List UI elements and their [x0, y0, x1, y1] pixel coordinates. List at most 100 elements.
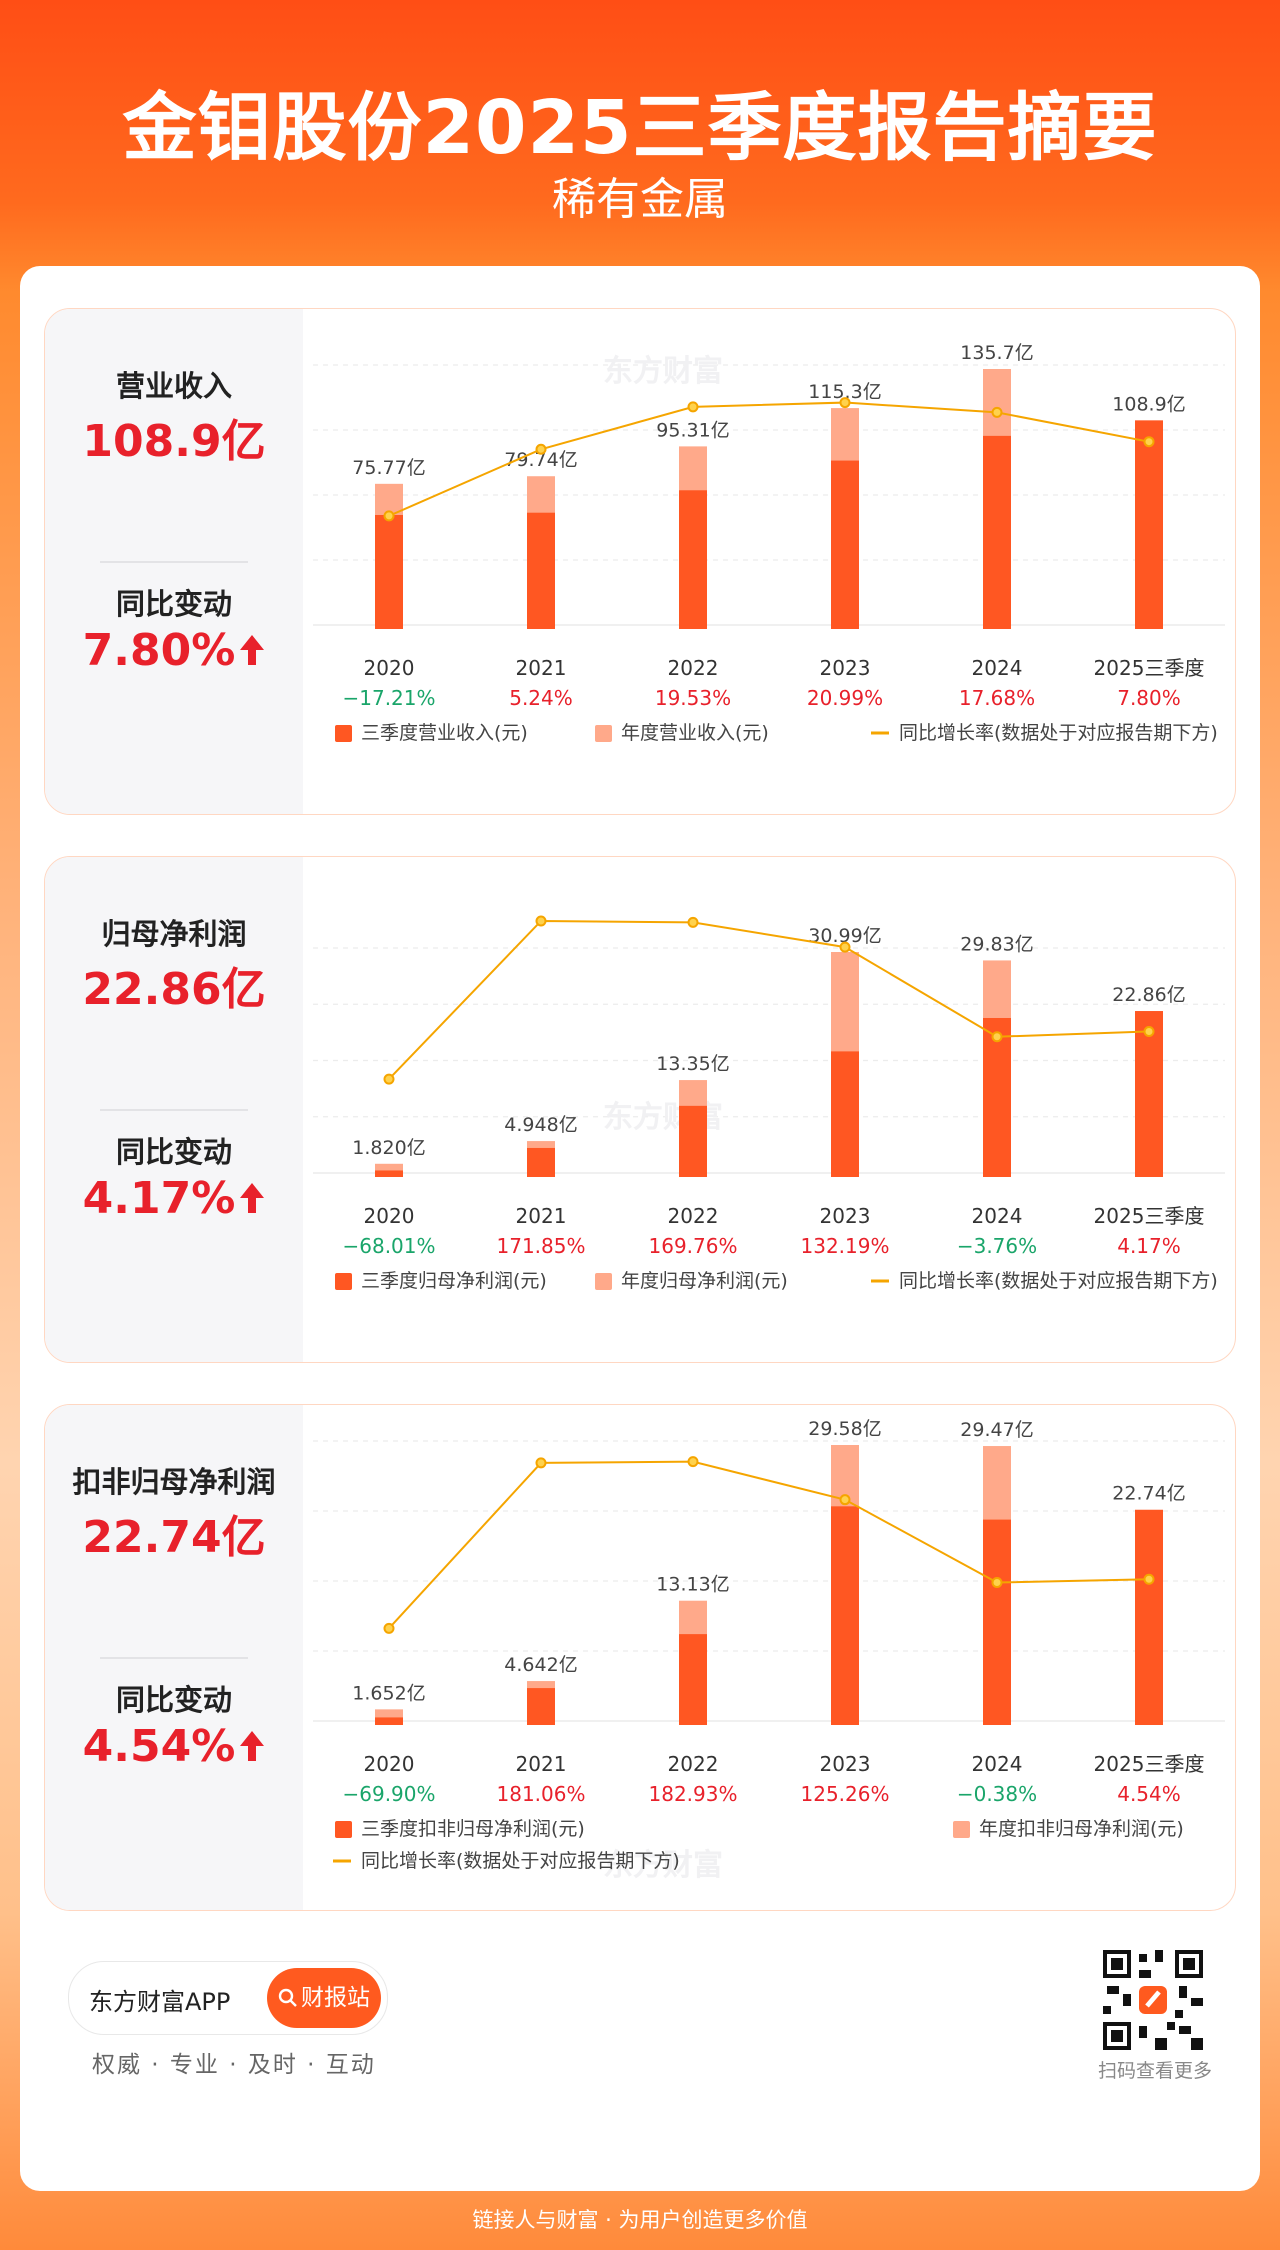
- bar-value-label: 29.58亿: [808, 1418, 881, 1440]
- growth-rate-label: 132.19%: [801, 1234, 890, 1258]
- growth-rate-label: 182.93%: [649, 1782, 738, 1806]
- bar-value-label: 115.3亿: [808, 381, 881, 403]
- revenue-panel: 营业收入 108.9亿 同比变动 7.80% 东方财富 75.77亿 2020 −17…: [44, 308, 1236, 815]
- x-tick-label: 2025三季度: [1094, 1752, 1205, 1776]
- q3-bar: [831, 1506, 859, 1725]
- growth-rate-label: 20.99%: [807, 686, 883, 710]
- summary-sidebar: 扣非归母净利润 22.74亿 同比变动 4.54%: [45, 1405, 303, 1910]
- growth-point: [991, 1577, 1003, 1589]
- q3-bar: [527, 1688, 555, 1725]
- bar-value-label: 1.652亿: [352, 1682, 425, 1704]
- net-profit-chart: 东方财富1.820亿2020−68.01%4.948亿2021171.85%13…: [313, 915, 1225, 1292]
- legend-label-q3: 三季度扣非归母净利润(元): [361, 1818, 585, 1840]
- bar-value-label: 13.35亿: [656, 1053, 729, 1075]
- x-tick-label: 2022: [668, 1204, 719, 1228]
- growth-point: [535, 1457, 547, 1469]
- x-tick-label: 2023: [820, 1752, 871, 1776]
- metric-label: 扣非归母净利润: [72, 1465, 276, 1499]
- growth-point: [991, 406, 1003, 418]
- watermark: 东方财富: [603, 354, 723, 389]
- bar-value-label: 29.83亿: [960, 933, 1033, 955]
- x-tick-label: 2025三季度: [1094, 1204, 1205, 1228]
- growth-line: [388, 1460, 1150, 1630]
- arrow-up-icon: [240, 1731, 265, 1761]
- growth-rate-label: −69.90%: [342, 1782, 435, 1806]
- legend-label-q3: 三季度归母净利润(元): [361, 1270, 547, 1292]
- deducted-net-profit-panel: 扣非归母净利润 22.74亿 同比变动 4.54% 东方财富 1.652亿 2020…: [44, 1404, 1236, 1911]
- bar-value-label: 108.9亿: [1112, 393, 1185, 415]
- q3-bar: [983, 1017, 1011, 1177]
- bar-value-label: 4.948亿: [504, 1114, 577, 1136]
- x-tick-label: 2020: [364, 1204, 415, 1228]
- growth-rate-label: 125.26%: [801, 1782, 890, 1806]
- bar-value-label: 30.99亿: [808, 925, 881, 947]
- x-tick-label: 2020: [364, 656, 415, 680]
- growth-point: [383, 1073, 395, 1085]
- metric-value: 108.9亿: [82, 416, 266, 467]
- app-name: 东方财富APP: [89, 1988, 231, 2016]
- legend-label-q3: 三季度营业收入(元): [361, 722, 528, 744]
- bar-value-label: 135.7亿: [960, 342, 1033, 364]
- metric-value: 22.74亿: [82, 1512, 266, 1563]
- growth-rate-label: −17.21%: [342, 686, 435, 710]
- x-tick-label: 2025三季度: [1094, 656, 1205, 680]
- app-badge[interactable]: 东方财富APP 财报站: [68, 1961, 388, 2035]
- qr-code-icon[interactable]: [1103, 1950, 1203, 2050]
- bar-value-label: 79.74亿: [504, 449, 577, 471]
- deducted-net-profit-chart: 东方财富 1.652亿 2020 −69.90% 4.642亿 2021 181.06% 13…: [313, 1418, 1225, 1883]
- x-tick-label: 2021: [516, 1752, 567, 1776]
- legend-swatch-annual: [953, 1821, 970, 1838]
- x-tick-label: 2024: [972, 1752, 1023, 1776]
- bar-value-label: 22.86亿: [1112, 984, 1185, 1006]
- report-card: 营业收入 108.9亿 同比变动 7.80% 东方财富 75.77亿 2020 −17…: [20, 266, 1260, 2191]
- net-profit-panel: 归母净利润 22.86亿 同比变动 4.17% 东方财富 1.820亿 2020 −6…: [44, 856, 1236, 1363]
- legend-label-growth: 同比增长率(数据处于对应报告期下方): [899, 1270, 1218, 1292]
- metric-label: 营业收入: [115, 369, 232, 403]
- q3-bar: [527, 1147, 555, 1177]
- change-value: 4.17%: [45, 1173, 303, 1224]
- q3-bar: [679, 1105, 707, 1177]
- legend-swatch-annual: [595, 1273, 612, 1290]
- q3-bar: [375, 1717, 403, 1725]
- bottom-slogan: 链接人与财富 · 为用户创造更多价值: [472, 2208, 808, 2232]
- q3-bar: [375, 514, 403, 629]
- x-tick-label: 2021: [516, 1204, 567, 1228]
- x-tick-label: 2020: [364, 1752, 415, 1776]
- growth-point: [1143, 1573, 1155, 1585]
- x-tick-label: 2024: [972, 656, 1023, 680]
- growth-rate-label: −3.76%: [957, 1234, 1037, 1258]
- growth-point: [1143, 436, 1155, 448]
- growth-rate-label: 19.53%: [655, 686, 731, 710]
- x-tick-label: 2023: [820, 1204, 871, 1228]
- legend-swatch-q3: [335, 1821, 352, 1838]
- legend-swatch-q3: [335, 1273, 352, 1290]
- growth-point: [687, 916, 699, 928]
- legend-label-growth: 同比增长率(数据处于对应报告期下方): [361, 1850, 680, 1872]
- growth-rate-label: 171.85%: [497, 1234, 586, 1258]
- q3-bar: [527, 512, 555, 629]
- change-value: 4.54%: [45, 1721, 303, 1772]
- growth-rate-label: 5.24%: [509, 686, 573, 710]
- divider: [100, 561, 248, 563]
- legend-label-annual: 年度扣非归母净利润(元): [979, 1818, 1184, 1840]
- q3-bar: [1135, 1509, 1163, 1725]
- growth-rate-label: 4.17%: [1117, 1234, 1181, 1258]
- q3-bar: [983, 1519, 1011, 1725]
- growth-point: [687, 1456, 699, 1468]
- bar-value-label: 75.77亿: [352, 457, 425, 479]
- growth-rate-label: 7.80%: [1117, 686, 1181, 710]
- tagline: 权威 · 专业 · 及时 · 互动: [92, 2052, 376, 2078]
- metric-value: 22.86亿: [82, 964, 266, 1015]
- legend-label-annual: 年度营业收入(元): [621, 722, 769, 744]
- bar-value-label: 4.642亿: [504, 1654, 577, 1676]
- q3-bar: [983, 435, 1011, 629]
- report-station-button[interactable]: 财报站: [267, 1968, 381, 2028]
- q3-bar: [375, 1170, 403, 1177]
- page-title: 金钼股份2025三季度报告摘要: [122, 85, 1158, 171]
- growth-rate-label: −0.38%: [957, 1782, 1037, 1806]
- qr-caption: 扫码查看更多: [1097, 2060, 1212, 2082]
- revenue-chart: 东方财富 75.77亿 2020 −17.21% 79.74亿 2021 5.24% 95.3…: [313, 342, 1225, 744]
- growth-point: [383, 1622, 395, 1634]
- bar-value-label: 22.74亿: [1112, 1483, 1185, 1505]
- legend-swatch-annual: [595, 725, 612, 742]
